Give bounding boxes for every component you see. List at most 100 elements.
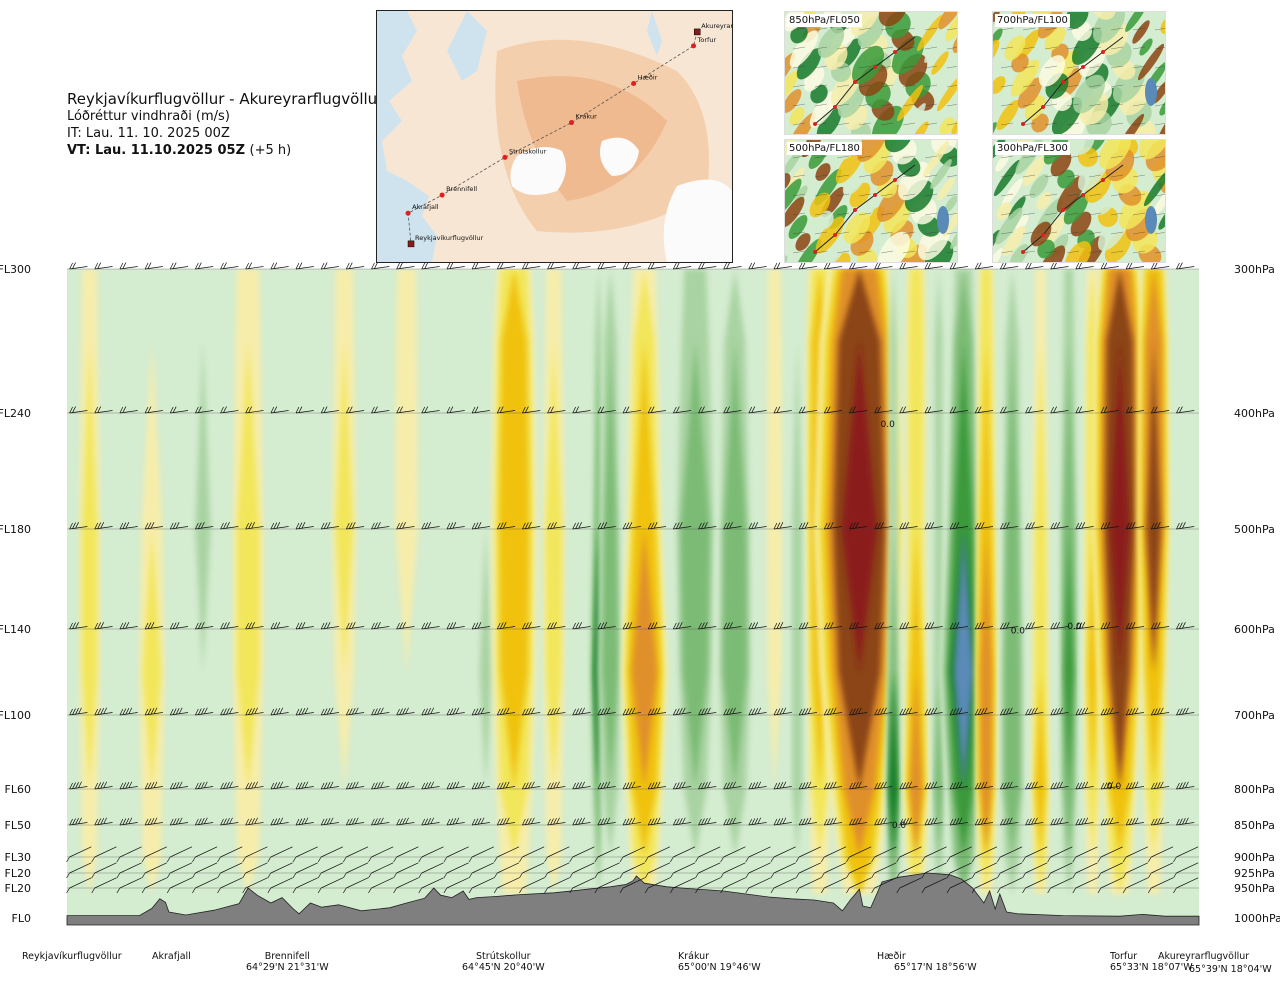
- wind-barb: [823, 781, 843, 790]
- pressure-label: 950hPa: [1234, 882, 1275, 895]
- wind-barb: [119, 817, 138, 826]
- wind-barb: [295, 406, 314, 414]
- wind-barb: [1125, 522, 1144, 530]
- route-point[interactable]: Krákur: [569, 113, 597, 126]
- wind-barb: [748, 817, 767, 826]
- wind-barb: [1022, 862, 1048, 879]
- contour-band: [236, 269, 260, 894]
- wind-barb: [997, 862, 1023, 879]
- contour-band: [1064, 269, 1074, 894]
- wind-barb: [773, 781, 792, 790]
- extremum-label: 0.0: [1067, 622, 1082, 632]
- wind-barb: [270, 707, 289, 716]
- wind-barb: [242, 846, 268, 863]
- wind-barb: [166, 846, 193, 863]
- pressure-label: 1000hPa: [1234, 912, 1280, 925]
- route-point[interactable]: Akrafjall: [405, 203, 439, 216]
- wind-barb: [597, 781, 616, 790]
- wind-barb: [169, 707, 189, 716]
- wind-barb: [371, 262, 390, 270]
- mini-map-300[interactable]: 300hPa/FL300: [992, 139, 1166, 263]
- extremum-label: 0.0: [892, 821, 907, 831]
- wind-barb: [69, 522, 88, 530]
- route-point-label: Akureyrarflugvöllur: [701, 22, 732, 30]
- wind-barb: [421, 707, 440, 716]
- wind-barb: [1075, 406, 1094, 414]
- wind-barb: [1150, 522, 1170, 530]
- wind-barb: [1100, 262, 1119, 270]
- contour-band: [1035, 269, 1046, 894]
- updraft-column: [885, 269, 902, 894]
- wind-barb: [270, 817, 289, 826]
- wind-barb: [1025, 406, 1044, 414]
- wind-barb: [242, 862, 268, 879]
- wind-barb: [1125, 406, 1144, 414]
- wind-barb: [522, 522, 541, 530]
- wind-barb: [94, 406, 113, 414]
- mini-map-label: 700hPa/FL100: [995, 14, 1070, 27]
- wind-barb: [446, 406, 465, 414]
- wind-barb: [1176, 622, 1195, 630]
- wind-barb: [1075, 622, 1094, 630]
- wind-barb: [1075, 781, 1094, 790]
- wind-barb: [471, 707, 490, 716]
- mini-map-700[interactable]: 700hPa/FL100: [992, 11, 1166, 135]
- wind-barb: [594, 877, 620, 894]
- wind-barb: [471, 817, 490, 826]
- wind-barb: [1125, 707, 1144, 716]
- wind-barb: [949, 406, 968, 414]
- pressure-label: 500hPa: [1234, 523, 1275, 536]
- wind-barb: [1150, 707, 1170, 716]
- contour-band: [980, 269, 993, 894]
- wind-barb: [795, 877, 821, 894]
- route-point[interactable]: Brennifell: [439, 185, 478, 198]
- mini-map-500[interactable]: 500hPa/FL180: [784, 139, 958, 263]
- contour-band: [907, 269, 925, 894]
- route-point[interactable]: Reykjavíkurflugvöllur: [407, 234, 484, 248]
- wind-barb: [320, 817, 340, 826]
- wind-barb: [849, 262, 868, 270]
- contour-band: [545, 269, 562, 894]
- wind-barb: [823, 262, 843, 270]
- valid-time: VT: Lau. 11.10.2025 05Z: [67, 143, 246, 158]
- contour-band: [142, 269, 162, 894]
- wind-barb: [195, 522, 214, 530]
- wind-barb: [1050, 622, 1069, 630]
- mini-map-850[interactable]: 850hPa/FL050: [784, 11, 958, 135]
- wind-barb: [619, 846, 645, 863]
- route-point[interactable]: Akureyrarflugvöllur: [693, 22, 732, 36]
- wind-barb: [320, 262, 340, 270]
- contour-band: [767, 269, 782, 894]
- wind-barb: [1176, 817, 1195, 826]
- route-point[interactable]: Hæðir: [631, 74, 658, 87]
- wind-barb: [1025, 817, 1044, 826]
- wind-barb: [1075, 817, 1094, 826]
- wind-barb: [1097, 862, 1123, 879]
- wind-barb: [1072, 877, 1098, 894]
- wind-barb: [1173, 862, 1199, 879]
- station-name: Strútskollur: [476, 951, 531, 962]
- wind-barb: [393, 877, 419, 894]
- wind-barb: [597, 817, 616, 826]
- updraft-column: [598, 269, 623, 894]
- wind-barb: [166, 877, 193, 894]
- route-point[interactable]: Torfur: [691, 36, 716, 49]
- wind-barb: [547, 707, 566, 716]
- wind-barb: [547, 522, 566, 530]
- wind-barb: [773, 817, 792, 826]
- wind-barb: [1176, 781, 1195, 790]
- wind-barb: [849, 781, 868, 790]
- wind-barb: [670, 877, 696, 894]
- route-point[interactable]: Strútskollur: [502, 147, 547, 160]
- wind-barb: [974, 707, 994, 716]
- wind-barb: [217, 846, 243, 863]
- wind-barb: [396, 707, 415, 716]
- contour-band: [1087, 269, 1098, 894]
- wind-barb: [368, 877, 394, 894]
- wind-barb: [1025, 622, 1044, 630]
- wind-barb: [672, 781, 692, 790]
- wind-barb: [748, 781, 767, 790]
- wind-barb: [921, 846, 947, 863]
- contour-band: [889, 269, 897, 894]
- wind-barb: [169, 781, 189, 790]
